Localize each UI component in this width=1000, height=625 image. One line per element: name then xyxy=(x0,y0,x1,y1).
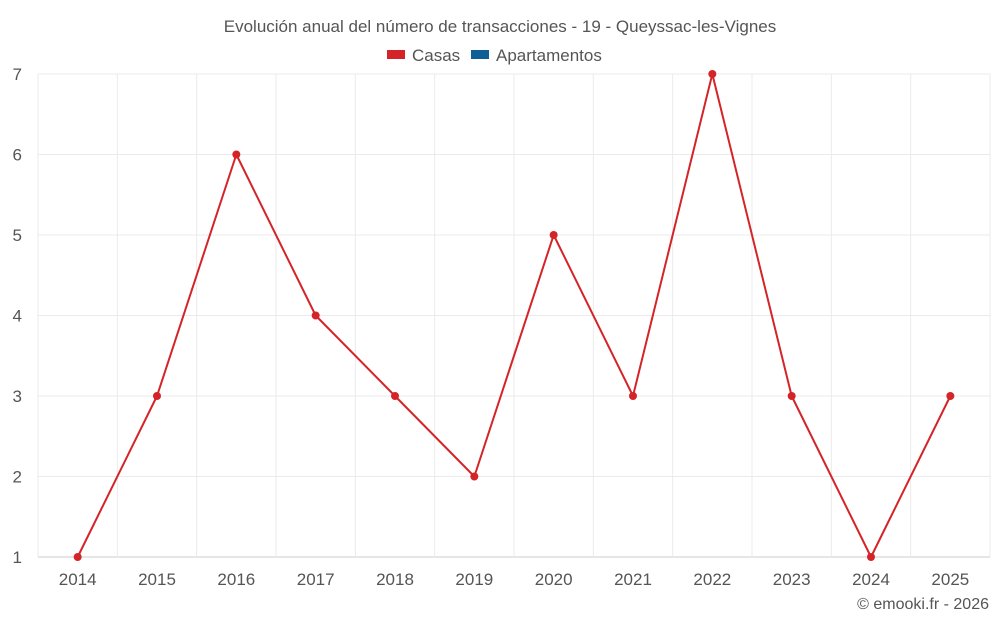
x-tick-label: 2018 xyxy=(376,570,414,589)
y-tick-label: 5 xyxy=(13,226,22,245)
x-tick-label: 2015 xyxy=(138,570,176,589)
x-tick-label: 2020 xyxy=(535,570,573,589)
data-point xyxy=(549,231,558,239)
data-point xyxy=(153,392,161,400)
x-tick-label: 2022 xyxy=(693,570,731,589)
series-layer xyxy=(73,70,955,561)
x-tick-label: 2021 xyxy=(614,570,652,589)
data-point xyxy=(946,392,955,400)
legend-label-apartamentos[interactable]: Apartamentos xyxy=(496,46,602,65)
data-point xyxy=(867,553,875,561)
y-tick-label: 3 xyxy=(13,387,22,406)
x-tick-label: 2019 xyxy=(455,570,493,589)
credit-text: © emooki.fr - 2026 xyxy=(857,596,989,613)
legend-label-casas[interactable]: Casas xyxy=(412,46,460,65)
y-tick-label: 1 xyxy=(13,548,22,567)
y-tick-label: 6 xyxy=(13,146,22,165)
data-point xyxy=(73,553,82,561)
data-point xyxy=(232,150,241,159)
data-point xyxy=(311,311,320,320)
data-point xyxy=(391,392,399,400)
x-tick-label: 2017 xyxy=(297,570,335,589)
y-axis-ticks: 1 2 3 4 5 6 7 xyxy=(13,65,22,567)
legend[interactable]: Casas Apartamentos xyxy=(387,46,602,65)
y-tick-label: 2 xyxy=(13,468,22,487)
x-axis-ticks: 2014 2015 2016 2017 2018 2019 2020 2021 2022 2023… xyxy=(59,570,969,589)
data-point xyxy=(470,472,479,481)
x-tick-label: 2016 xyxy=(217,570,255,589)
y-tick-label: 4 xyxy=(13,307,22,326)
legend-swatch-apartamentos[interactable] xyxy=(471,50,489,59)
data-point xyxy=(708,70,717,78)
series-line-casas xyxy=(76,73,952,558)
data-point xyxy=(629,392,637,400)
data-point xyxy=(787,392,796,400)
x-tick-label: 2024 xyxy=(852,570,890,589)
y-tick-label: 7 xyxy=(13,65,22,84)
chart-title: Evolución anual del número de transaccio… xyxy=(224,17,776,36)
legend-swatch-casas[interactable] xyxy=(387,50,405,59)
x-tick-label: 2023 xyxy=(773,570,811,589)
x-tick-label: 2025 xyxy=(931,570,969,589)
grid xyxy=(37,73,991,558)
x-tick-label: 2014 xyxy=(59,570,97,589)
